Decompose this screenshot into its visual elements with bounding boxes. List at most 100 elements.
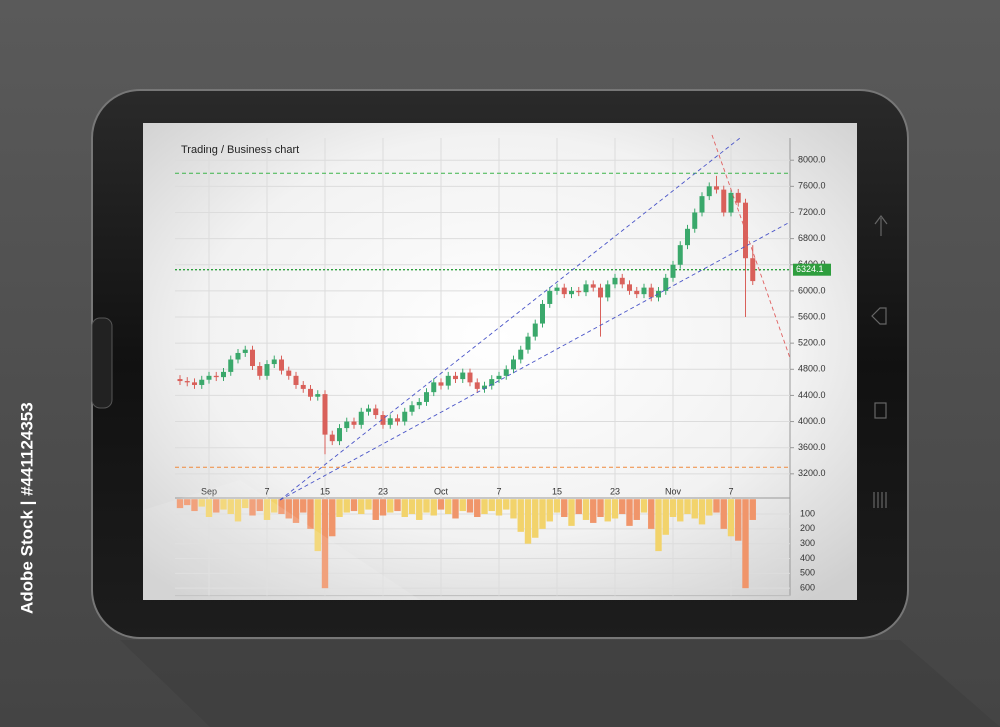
x-tick-label: 23 bbox=[378, 486, 388, 496]
volume-bar bbox=[184, 499, 191, 506]
volume-bar bbox=[278, 499, 285, 515]
y-tick-label: 4400.0 bbox=[798, 390, 826, 400]
volume-bar bbox=[532, 499, 539, 538]
volume-bar bbox=[365, 499, 372, 510]
volume-bar bbox=[387, 499, 394, 513]
candle-body bbox=[532, 323, 538, 337]
chart-title: Trading / Business chart bbox=[181, 144, 299, 156]
candle-body bbox=[467, 372, 473, 383]
volume-bar bbox=[669, 499, 677, 517]
candle-body bbox=[308, 388, 313, 397]
trendlines bbox=[279, 134, 791, 501]
volume-bar bbox=[379, 499, 387, 516]
candle-body bbox=[554, 287, 560, 291]
candle-body bbox=[199, 379, 205, 385]
volume-bar bbox=[524, 499, 532, 544]
candle-body bbox=[561, 287, 567, 295]
candle-body bbox=[329, 434, 335, 442]
candle-body bbox=[750, 258, 756, 282]
volume-bar bbox=[720, 499, 727, 529]
candle-body bbox=[489, 379, 495, 386]
volume-bar bbox=[176, 499, 184, 509]
candle-body bbox=[598, 287, 603, 298]
y-tick-label: 5600.0 bbox=[798, 311, 826, 321]
volume-bar bbox=[488, 499, 495, 512]
candle-body bbox=[351, 421, 357, 425]
x-tick-label: 15 bbox=[552, 486, 562, 496]
x-tick-label: 7 bbox=[728, 486, 733, 496]
side-button[interactable] bbox=[91, 317, 113, 409]
candle-body bbox=[648, 287, 654, 298]
candle-body bbox=[721, 189, 727, 213]
volume-bar bbox=[416, 499, 423, 520]
volume-bar bbox=[329, 499, 336, 537]
candle-body bbox=[206, 375, 212, 380]
y-tick-label: 4800.0 bbox=[798, 364, 826, 374]
volume-bar bbox=[394, 499, 401, 512]
volume-bar bbox=[285, 499, 292, 519]
candle-body bbox=[677, 245, 683, 265]
x-tick-label: 7 bbox=[496, 486, 501, 496]
volume-bar bbox=[205, 499, 213, 517]
candle-body bbox=[271, 359, 277, 365]
candle-body bbox=[387, 418, 393, 425]
candle-body bbox=[634, 290, 640, 295]
y2-tick-label: 400 bbox=[800, 553, 815, 563]
candle-body bbox=[670, 264, 676, 278]
candle-body bbox=[496, 375, 502, 380]
candle-body bbox=[344, 421, 350, 429]
volume-bar bbox=[568, 499, 575, 526]
candle-body bbox=[590, 284, 596, 288]
x-tick-label: Nov bbox=[665, 486, 682, 496]
volume-bar bbox=[314, 499, 321, 552]
candle-body bbox=[540, 303, 545, 324]
candle-body bbox=[409, 405, 415, 412]
volume-bar bbox=[698, 499, 706, 525]
volume-bar bbox=[459, 499, 466, 512]
nav-menu[interactable] bbox=[873, 492, 887, 508]
volume-bar bbox=[546, 499, 553, 522]
volume-bar bbox=[677, 499, 684, 522]
nav-back[interactable] bbox=[871, 307, 887, 325]
volume-bar bbox=[220, 499, 227, 510]
candle-body bbox=[221, 371, 226, 378]
shadow bbox=[120, 640, 1000, 727]
volume-bar bbox=[227, 499, 234, 515]
y-tick-label: 6000.0 bbox=[798, 285, 826, 295]
candle-body bbox=[402, 411, 408, 422]
volume-bar bbox=[495, 499, 503, 516]
y-tick-label: 7200.0 bbox=[798, 207, 826, 217]
candle-body bbox=[438, 382, 444, 386]
volume-bar bbox=[691, 499, 698, 519]
candle-body bbox=[257, 366, 263, 376]
nav-home[interactable] bbox=[874, 402, 887, 419]
candle-body bbox=[445, 375, 451, 386]
volume-bar bbox=[706, 499, 713, 516]
volume-bar bbox=[633, 499, 640, 520]
candle-body bbox=[569, 290, 574, 295]
candle-body bbox=[518, 349, 524, 360]
candle-body bbox=[663, 277, 669, 291]
candle-body bbox=[250, 349, 255, 367]
candle-body bbox=[300, 384, 306, 389]
last-price-label: 6324.1 bbox=[796, 264, 824, 274]
volume-bar bbox=[553, 499, 561, 513]
volume-bar bbox=[727, 499, 735, 537]
candle-body bbox=[395, 418, 400, 422]
nav-up[interactable] bbox=[874, 215, 888, 236]
volume-bar bbox=[430, 499, 437, 516]
volume-bar bbox=[350, 499, 358, 512]
candle-body bbox=[380, 415, 386, 425]
volume-bar bbox=[684, 499, 691, 515]
x-tick-label: 7 bbox=[264, 486, 269, 496]
candle-body bbox=[692, 212, 698, 229]
volume-bar bbox=[408, 499, 416, 515]
volume-bar bbox=[611, 499, 619, 519]
candle-body bbox=[547, 290, 553, 304]
y-tick-label: 8000.0 bbox=[798, 155, 826, 165]
y-tick-label: 7600.0 bbox=[798, 181, 826, 191]
candle-body bbox=[264, 364, 270, 376]
candle-body bbox=[605, 284, 611, 298]
volume-bar bbox=[510, 499, 517, 519]
